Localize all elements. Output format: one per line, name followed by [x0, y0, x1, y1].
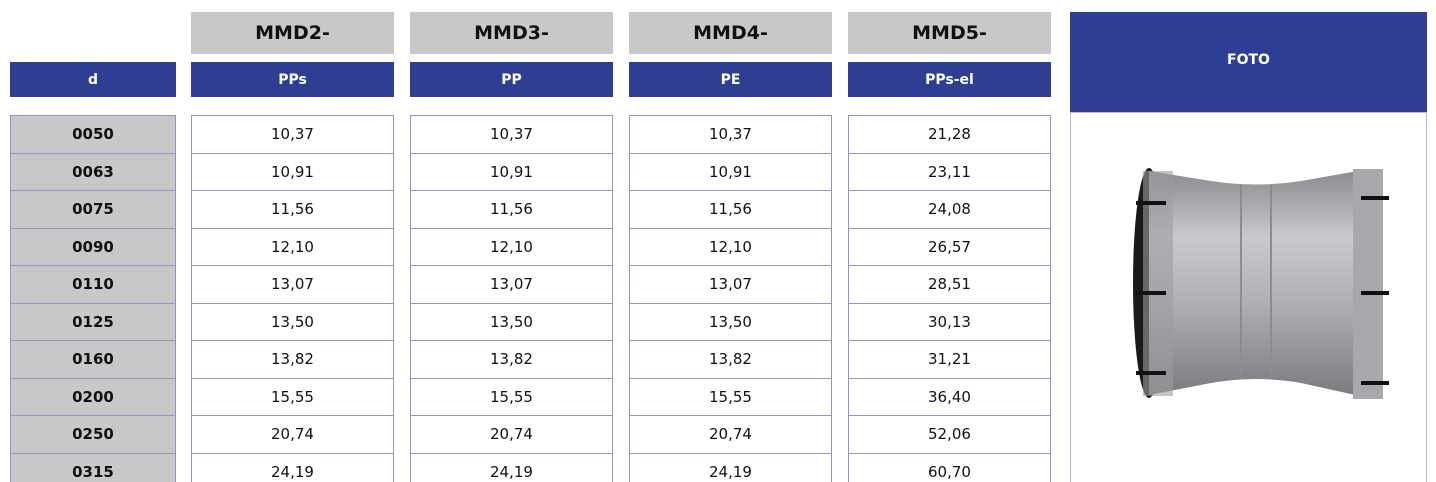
price-cell: 24,19: [629, 453, 832, 482]
price-cell: 20,74: [410, 415, 613, 454]
price-cell: 36,40: [848, 378, 1051, 417]
price-cell: 11,56: [629, 190, 832, 229]
price-cell: 60,70: [848, 453, 1051, 482]
price-cell: 21,28: [848, 115, 1051, 154]
price-cell: 26,57: [848, 228, 1051, 267]
price-cell: 10,37: [191, 115, 394, 154]
diameter-cell: 0160: [10, 340, 176, 379]
price-cell: 13,82: [629, 340, 832, 379]
series-header: MMD5-: [848, 12, 1051, 54]
diameter-cell: 0250: [10, 415, 176, 454]
price-cell: 11,56: [191, 190, 394, 229]
series-header: MMD3-: [410, 12, 613, 54]
column-header: PE: [629, 62, 832, 97]
diameter-cell: 0090: [10, 228, 176, 267]
price-cell: 31,21: [848, 340, 1051, 379]
series-header: MMD4-: [629, 12, 832, 54]
diameter-cell: 0315: [10, 453, 176, 482]
diameter-cell: 0110: [10, 265, 176, 304]
price-cell: 12,10: [410, 228, 613, 267]
photo-header: FOTO: [1070, 12, 1427, 112]
column-header: d: [10, 62, 176, 97]
column-header: PPs: [191, 62, 394, 97]
price-cell: 13,07: [191, 265, 394, 304]
price-cell: 10,37: [629, 115, 832, 154]
price-cell: 15,55: [410, 378, 613, 417]
price-cell: 13,07: [629, 265, 832, 304]
price-cell: 13,50: [629, 303, 832, 342]
price-cell: 13,82: [410, 340, 613, 379]
price-cell: 12,10: [191, 228, 394, 267]
price-cell: 13,50: [191, 303, 394, 342]
diameter-cell: 0125: [10, 303, 176, 342]
series-header: MMD2-: [191, 12, 394, 54]
price-cell: 24,19: [191, 453, 394, 482]
price-cell: 24,08: [848, 190, 1051, 229]
price-cell: 20,74: [629, 415, 832, 454]
column-header: PP: [410, 62, 613, 97]
price-cell: 13,50: [410, 303, 613, 342]
diameter-cell: 0050: [10, 115, 176, 154]
diameter-cell: 0063: [10, 153, 176, 192]
price-cell: 10,91: [629, 153, 832, 192]
price-cell: 10,37: [410, 115, 613, 154]
price-cell: 11,56: [410, 190, 613, 229]
price-cell: 30,13: [848, 303, 1051, 342]
diameter-cell: 0200: [10, 378, 176, 417]
price-cell: 28,51: [848, 265, 1051, 304]
photo-frame: [1070, 112, 1427, 482]
price-cell: 15,55: [191, 378, 394, 417]
diameter-cell: 0075: [10, 190, 176, 229]
page: FOTO MMD2- MMD3- MMD4- MMD5- d PPs PP PE PPs-el 0…: [0, 0, 1436, 482]
price-cell: 52,06: [848, 415, 1051, 454]
price-cell: 12,10: [629, 228, 832, 267]
price-cell: 23,11: [848, 153, 1051, 192]
column-header: PPs-el: [848, 62, 1051, 97]
price-cell: 15,55: [629, 378, 832, 417]
price-cell: 13,82: [191, 340, 394, 379]
price-cell: 24,19: [410, 453, 613, 482]
price-cell: 10,91: [191, 153, 394, 192]
price-cell: 13,07: [410, 265, 613, 304]
price-cell: 10,91: [410, 153, 613, 192]
price-cell: 20,74: [191, 415, 394, 454]
product-photo: [1071, 113, 1426, 482]
